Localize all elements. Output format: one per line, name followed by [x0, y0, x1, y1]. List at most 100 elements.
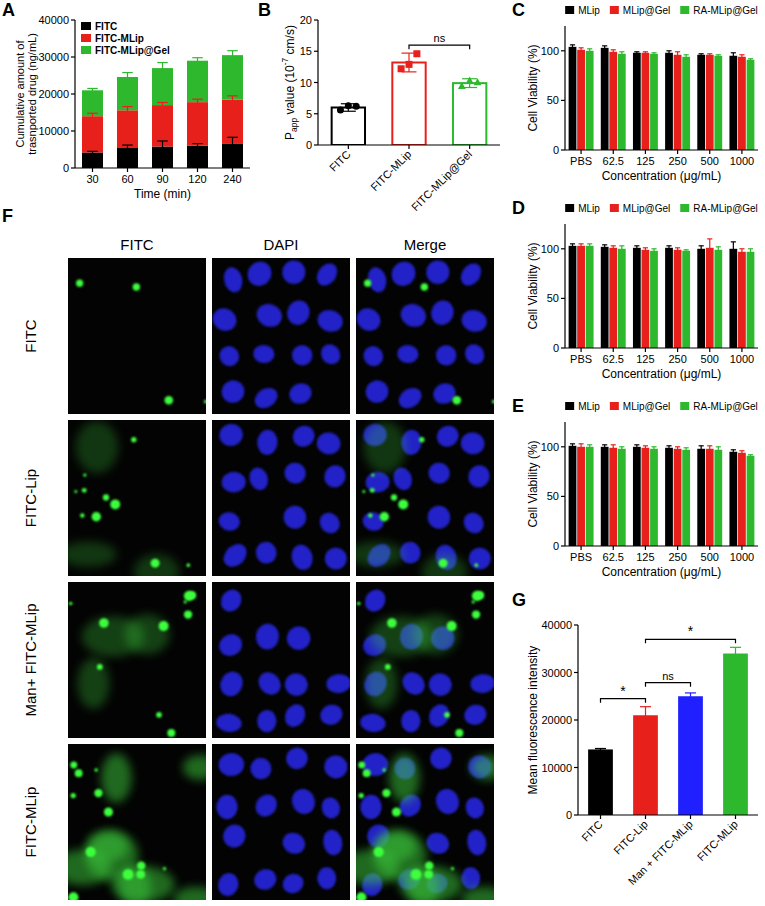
bar — [642, 250, 650, 348]
nucleus — [459, 431, 486, 456]
y-tick-label: 5 — [306, 108, 312, 120]
fluorescence-spot — [86, 847, 96, 857]
error-cap — [570, 247, 575, 248]
error-bar — [707, 239, 712, 257]
fluorescence-spot — [382, 789, 390, 797]
error-bar — [651, 249, 656, 253]
error-cap — [602, 45, 607, 46]
bar — [729, 249, 737, 348]
error-cap — [748, 58, 753, 59]
legend-swatch — [565, 402, 574, 410]
x-axis — [565, 347, 758, 348]
point — [406, 61, 413, 68]
error-cap — [122, 106, 133, 107]
fluorescence-spot — [444, 712, 450, 718]
y-tick-label: 20000 — [541, 714, 572, 726]
error-cap — [192, 147, 203, 148]
fluorescence-spot — [385, 664, 391, 670]
error-bar — [748, 249, 753, 255]
micrograph-ground — [68, 258, 206, 414]
error-cap — [699, 53, 704, 54]
bar — [117, 110, 138, 148]
y-tick-label: 20 — [300, 14, 312, 26]
nucleus — [282, 622, 314, 654]
error-line — [733, 242, 734, 256]
bar — [747, 252, 755, 348]
nucleus — [220, 821, 249, 851]
nucleus — [281, 459, 309, 487]
y-title: Cell Viability (%) — [526, 242, 540, 329]
bar — [152, 105, 173, 146]
error-bar — [87, 88, 98, 92]
fluorescence-spot — [92, 512, 101, 521]
error-bar — [619, 52, 624, 56]
y-axis — [564, 422, 565, 546]
error-cap — [643, 251, 648, 252]
legend-label: RA-MLip@Gel — [693, 5, 758, 16]
nucleus — [282, 744, 312, 774]
nucleus — [460, 509, 488, 538]
fluorescence-haze — [365, 658, 397, 709]
significance-label: ns — [662, 670, 674, 682]
x-tick-label: 1000 — [730, 551, 754, 563]
bar — [152, 68, 173, 105]
nucleus — [289, 342, 316, 369]
error-cap — [595, 750, 606, 751]
x-tick-label: 500 — [701, 155, 719, 167]
x-tick — [690, 815, 691, 819]
point — [353, 103, 360, 110]
y-axis — [317, 20, 318, 145]
nucleus — [465, 462, 493, 491]
nucleus — [319, 795, 342, 820]
error-bar — [579, 444, 584, 450]
error-bar — [602, 46, 607, 50]
error-cap — [748, 456, 753, 457]
fluorescence-spot — [184, 610, 192, 618]
nucleus — [255, 623, 280, 651]
error-bar — [675, 248, 680, 252]
fluorescence-spot — [156, 712, 162, 718]
fluorescence-spot — [186, 563, 190, 567]
error-cap — [748, 60, 753, 61]
bar — [706, 248, 714, 348]
fluorescence-haze — [422, 554, 468, 576]
nucleus — [251, 384, 281, 413]
x-tick — [348, 145, 349, 149]
error-bar — [157, 141, 168, 152]
error-cap — [643, 247, 648, 248]
error-bar — [731, 53, 736, 59]
nucleus — [217, 510, 242, 533]
legend-label: FITC-MLip — [95, 33, 144, 44]
legend: MLipMLip@GelRA-MLip@Gel — [565, 401, 758, 412]
error-cap — [716, 56, 721, 57]
error-line — [580, 444, 581, 450]
nucleus — [221, 265, 245, 294]
error-bar — [192, 144, 203, 148]
bar — [82, 116, 103, 152]
marks — [332, 50, 487, 145]
fluorescence-spot — [392, 807, 401, 816]
error-cap — [739, 254, 744, 255]
bar — [187, 102, 208, 146]
error-cap — [651, 252, 656, 253]
error-cap — [227, 50, 238, 51]
x-tick-label: Man + FITC-MLip — [626, 818, 695, 887]
x-tick — [580, 546, 581, 550]
nucleus — [216, 871, 241, 898]
nucleus — [254, 540, 278, 565]
bar — [609, 52, 617, 150]
x-tick-label: PBS — [570, 551, 592, 563]
x-axis — [565, 149, 758, 150]
nucleus — [252, 344, 275, 364]
nucleus — [425, 503, 453, 531]
error-line — [690, 693, 691, 700]
fluorescence-spot — [357, 602, 361, 606]
error-cap — [611, 245, 616, 246]
legend-swatch — [680, 402, 689, 410]
bar — [586, 246, 594, 348]
panel-f: FFITCDAPIMergeFITCFITC-LipMan+ FITC-MLip… — [2, 206, 507, 906]
bar — [618, 449, 626, 546]
error-cap — [731, 58, 736, 59]
fluorescence-haze — [173, 887, 206, 900]
error-cap — [684, 447, 689, 448]
